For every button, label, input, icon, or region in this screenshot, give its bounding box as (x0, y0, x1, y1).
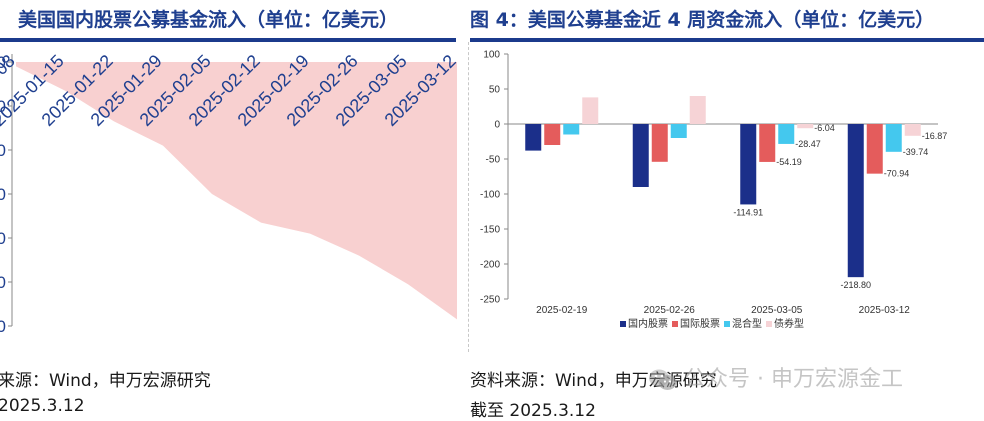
data-label: -70.94 (884, 169, 910, 179)
x-tick-label: 2025-03-05 (751, 305, 803, 316)
right-bar-chart: 100 50 0 -50 -100 -150 -200 -250 2025-02-19 2025-… (480, 50, 948, 331)
bar (670, 124, 687, 138)
bar (563, 124, 580, 135)
bar (759, 124, 776, 162)
y-tick-label: -50 (486, 155, 501, 166)
bar (847, 124, 864, 278)
bar (525, 124, 542, 151)
y-tick-label: 0 (0, 317, 6, 336)
bar (582, 97, 599, 124)
y-tick-label: 0 (0, 273, 6, 292)
left-date-note: 2025.3.12 (0, 396, 85, 416)
legend-label: 混合型 (732, 317, 762, 330)
bar (651, 124, 668, 162)
legend-swatch (672, 321, 678, 327)
legend-swatch (724, 321, 730, 327)
watermark-text: 公众号 · 申万宏源金工 (684, 367, 903, 392)
bar (866, 124, 883, 174)
y-tick-label: 0 (0, 53, 6, 72)
right-chart-title: 图 4：美国公募基金近 4 周资金流入（单位：亿美元） (470, 9, 935, 31)
y-tick-label: -200 (480, 260, 500, 271)
legend-swatch (620, 321, 626, 327)
y-tick-label: 0 (0, 97, 6, 116)
y-tick-label: -100 (480, 190, 500, 201)
y-tick-label: 0 (0, 141, 6, 160)
y-tick-label: 100 (483, 50, 500, 61)
y-tick-label: 50 (489, 85, 501, 96)
legend-label: 债券型 (774, 317, 804, 330)
x-tick-label: 2025-03-12 (859, 305, 911, 316)
x-tick-label: 2025-02-19 (536, 305, 588, 316)
legend-label: 国际股票 (680, 318, 720, 330)
data-label: -28.47 (795, 139, 821, 149)
data-label: -114.91 (733, 207, 763, 217)
area-series (16, 62, 457, 320)
legend-label: 国内股票 (628, 317, 668, 330)
y-tick-label: -250 (480, 295, 500, 306)
right-title-underline (470, 38, 984, 42)
left-chart-title: 美国国内股票公募基金流入（单位：亿美元） (18, 9, 399, 31)
left-source-note: 来源：Wind，申万宏源研究 (0, 371, 211, 391)
x-tick-label: 2025-02-26 (644, 305, 696, 316)
bar (904, 124, 921, 136)
y-tick-label: 0 (0, 229, 6, 248)
right-date-note: 截至 2025.3.12 (470, 401, 596, 421)
bar (689, 96, 706, 124)
y-tick-label: 0 (0, 185, 6, 204)
left-title-underline (0, 38, 456, 42)
y-tick-label: -150 (480, 225, 500, 236)
legend-swatch (766, 321, 772, 327)
data-label: -54.19 (776, 157, 802, 167)
bar (885, 124, 902, 152)
data-label: -6.04 (814, 123, 835, 133)
left-area-chart: 00000002025-01-082025-01-152025-01-22202… (0, 51, 460, 336)
wechat-icon (648, 367, 678, 393)
data-label: -39.74 (903, 147, 929, 157)
watermark: 公众号 · 申万宏源金工 (648, 360, 903, 400)
data-label: -16.87 (922, 131, 948, 141)
bar (778, 124, 795, 144)
data-label: -218.80 (840, 280, 871, 290)
bar (797, 124, 814, 129)
y-tick-label: 0 (494, 120, 500, 131)
bar (740, 124, 757, 205)
bar (632, 124, 649, 187)
panel-divider (468, 42, 469, 352)
bar (544, 124, 561, 145)
